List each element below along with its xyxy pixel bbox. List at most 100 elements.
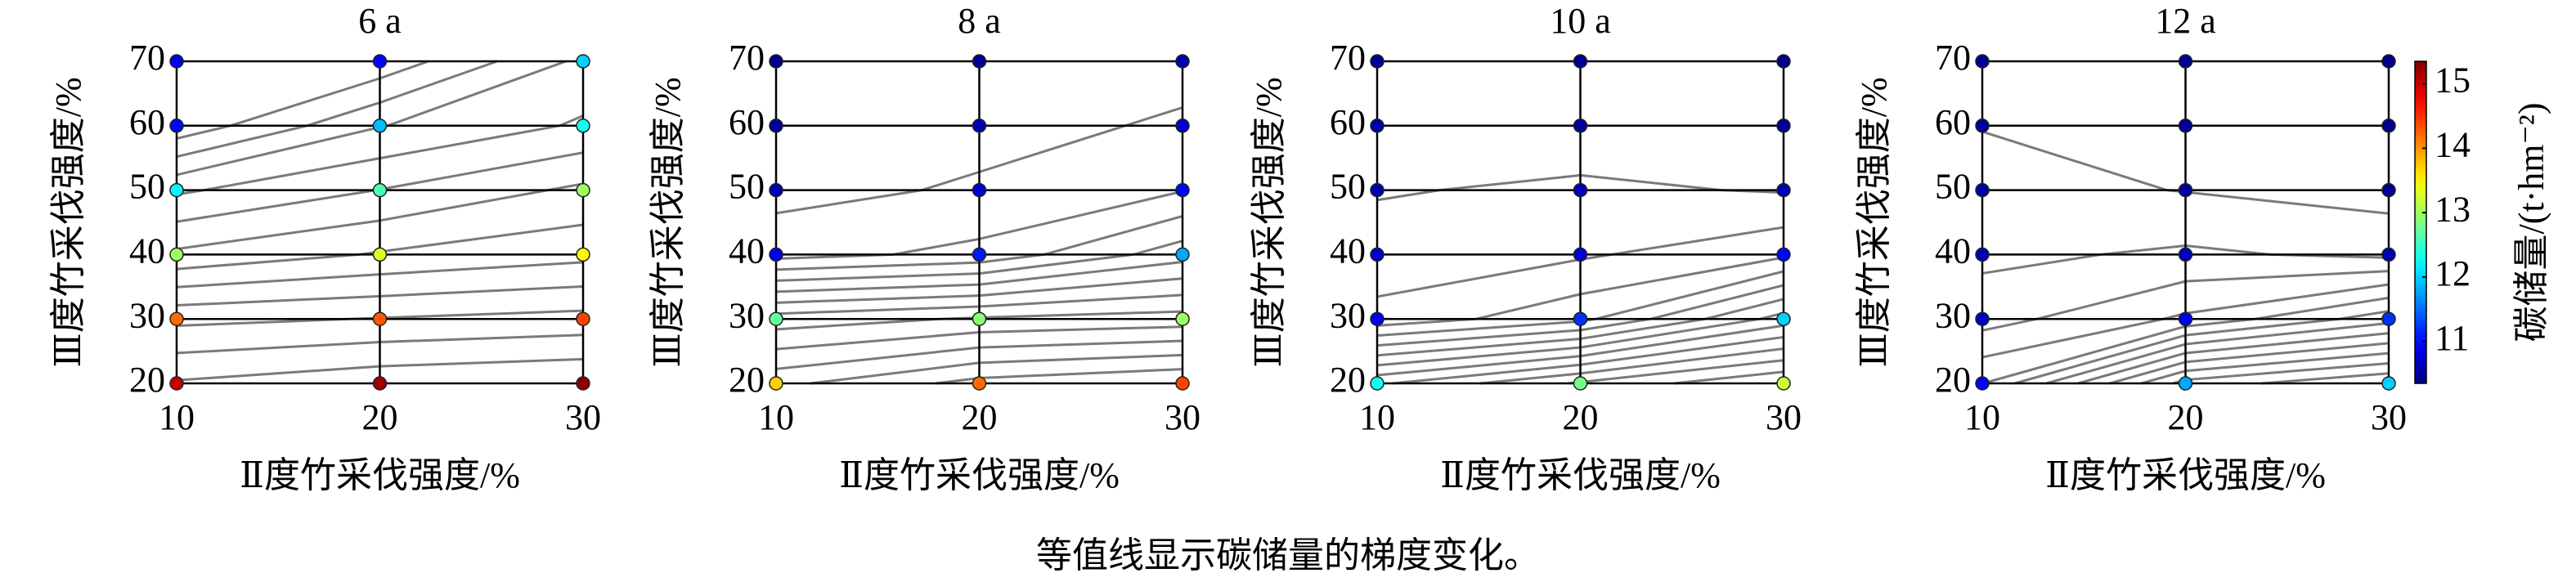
contour-line (2185, 190, 2390, 215)
contour-line (1580, 317, 1706, 340)
contour-line (979, 325, 1183, 334)
contour-line (979, 368, 1183, 379)
contour-line (176, 273, 380, 289)
data-point (1175, 311, 1190, 326)
contour-line (979, 293, 1183, 308)
x-axis-label: Ⅱ度竹采伐强度/% (1440, 455, 1721, 495)
contour-line (306, 101, 380, 128)
contour-line (775, 331, 980, 351)
contour-line (2185, 317, 2256, 328)
data-point (1573, 311, 1588, 326)
contour-line (979, 190, 1183, 240)
contour-line (1376, 355, 1581, 377)
data-point (1573, 119, 1588, 133)
y-tick-label: 40 (129, 231, 165, 271)
contour-line (1376, 329, 1581, 347)
data-point (2381, 247, 2396, 262)
data-point (1975, 311, 1990, 326)
contour-line (176, 317, 349, 328)
contour-line (2185, 321, 2390, 346)
contour-line (1580, 359, 1784, 383)
y-tick-label: 40 (1330, 231, 1366, 271)
data-point (2178, 376, 2193, 391)
panel-title: 10 a (1550, 1, 1611, 41)
y-tick-label: 70 (1330, 38, 1366, 78)
data-point (169, 247, 184, 262)
contour-line (176, 294, 380, 307)
y-tick-label: 20 (1935, 360, 1971, 400)
contour-line (1043, 214, 1183, 256)
data-point (576, 247, 590, 262)
contour-line (1595, 270, 1784, 320)
data-point (1370, 376, 1384, 391)
data-point (372, 247, 388, 262)
contour-line (1376, 189, 1440, 202)
x-axis-label: Ⅱ度竹采伐强度/% (839, 455, 1120, 495)
x-tick-label: 30 (2371, 397, 2407, 437)
contour-line (2185, 283, 2390, 315)
x-tick-label: 20 (362, 397, 398, 437)
data-point (372, 311, 388, 326)
x-tick-label: 20 (1563, 397, 1599, 437)
data-point (372, 119, 388, 133)
contour-line (1981, 130, 2168, 192)
contour-line (379, 261, 584, 276)
x-tick-label: 20 (962, 397, 998, 437)
data-point (1776, 182, 1791, 198)
contour-line (1376, 320, 1581, 338)
contour-line (775, 189, 922, 215)
contour-line (1376, 317, 1477, 327)
data-point (1370, 311, 1384, 326)
data-point (2178, 247, 2193, 262)
contour-line (379, 334, 584, 343)
data-point (1975, 376, 1990, 391)
caption: 等值线显示碳储量的梯度变化。 (1036, 535, 1540, 575)
x-tick-label: 10 (1964, 397, 2000, 437)
data-point (576, 182, 590, 198)
contour-line (1580, 317, 1761, 349)
data-point (169, 182, 184, 198)
data-point (972, 311, 987, 326)
contour-line (1580, 256, 1784, 296)
y-tick-label: 70 (729, 38, 765, 78)
contour-line (2185, 361, 2390, 382)
data-point (169, 54, 184, 69)
y-tick-label: 60 (729, 102, 765, 142)
y-axis-label: Ⅲ度竹采伐强度/% (1249, 77, 1289, 367)
contour-line (775, 283, 980, 293)
contour-line (2339, 310, 2390, 320)
data-point (1175, 54, 1190, 69)
x-tick-label: 30 (1766, 397, 1802, 437)
data-point (1175, 119, 1190, 133)
y-tick-label: 40 (729, 231, 765, 271)
contour-line (1580, 347, 1784, 375)
contour-line (176, 253, 360, 271)
data-point (169, 311, 184, 326)
y-axis-label: Ⅲ度竹采伐强度/% (1854, 77, 1894, 367)
contour-line (979, 253, 1134, 275)
data-point (372, 54, 388, 69)
contour-line (1392, 363, 1581, 385)
data-point (1573, 247, 1588, 262)
contour-line (1480, 372, 1581, 385)
contour-line (1981, 253, 2102, 275)
contour-line (1981, 317, 2165, 359)
data-point (1370, 182, 1384, 198)
data-point (1776, 54, 1791, 69)
x-tick-label: 10 (758, 397, 794, 437)
contour-line (979, 261, 1183, 286)
contour-line (979, 253, 1044, 264)
data-point (2178, 311, 2193, 326)
colorbar-tick-label: 14 (2435, 124, 2471, 164)
contour-line (176, 126, 380, 177)
data-point (972, 54, 987, 69)
x-tick-label: 10 (1359, 397, 1395, 437)
contour-line (2141, 369, 2186, 385)
contour-line (2101, 244, 2186, 256)
contour-line (893, 237, 980, 256)
contour-line (1376, 337, 1581, 357)
